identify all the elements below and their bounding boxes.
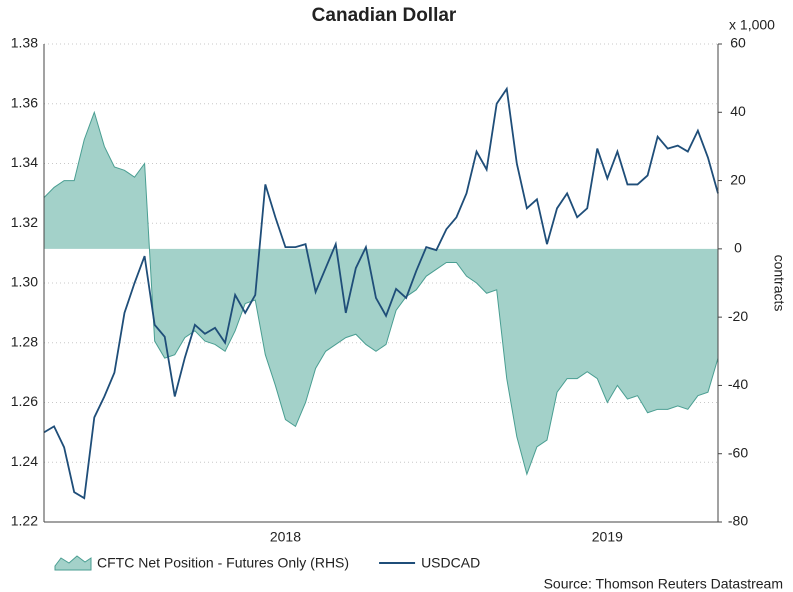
y2-tick-label: 40 — [730, 103, 746, 119]
y-tick-label: 1.28 — [11, 333, 38, 349]
y-tick-label: 1.32 — [11, 214, 38, 230]
y-tick-label: 1.24 — [11, 453, 38, 469]
area-fill — [44, 112, 718, 475]
y2-label: contracts — [771, 255, 787, 312]
y2-tick-label: -20 — [728, 308, 748, 324]
y-tick-label: 1.38 — [11, 35, 38, 51]
y-tick-label: 1.36 — [11, 94, 38, 110]
y-tick-label: 1.22 — [11, 513, 38, 529]
x-tick-label: 2019 — [592, 529, 623, 545]
legend-label: USDCAD — [421, 555, 480, 571]
chart-title: Canadian Dollar — [312, 5, 457, 26]
line — [43, 86, 719, 500]
y2-tick-label: 60 — [730, 35, 746, 51]
y2-unit: x 1,000 — [729, 17, 775, 33]
area-line — [43, 110, 719, 476]
y2-tick-label: 0 — [734, 240, 742, 256]
y2-tick-label: -40 — [728, 376, 748, 392]
x-tick-label: 2018 — [270, 529, 301, 545]
y-tick-label: 1.34 — [11, 154, 38, 170]
legend-label: CFTC Net Position - Futures Only (RHS) — [97, 555, 349, 571]
y2-tick-label: -60 — [728, 444, 748, 460]
y2-tick-label: -80 — [728, 513, 748, 529]
legend-swatch — [54, 555, 92, 571]
y2-tick-label: 20 — [730, 171, 746, 187]
source: Source: Thomson Reuters Datastream — [544, 576, 783, 592]
y-tick-label: 1.26 — [11, 393, 38, 409]
y-tick-label: 1.30 — [11, 274, 38, 290]
